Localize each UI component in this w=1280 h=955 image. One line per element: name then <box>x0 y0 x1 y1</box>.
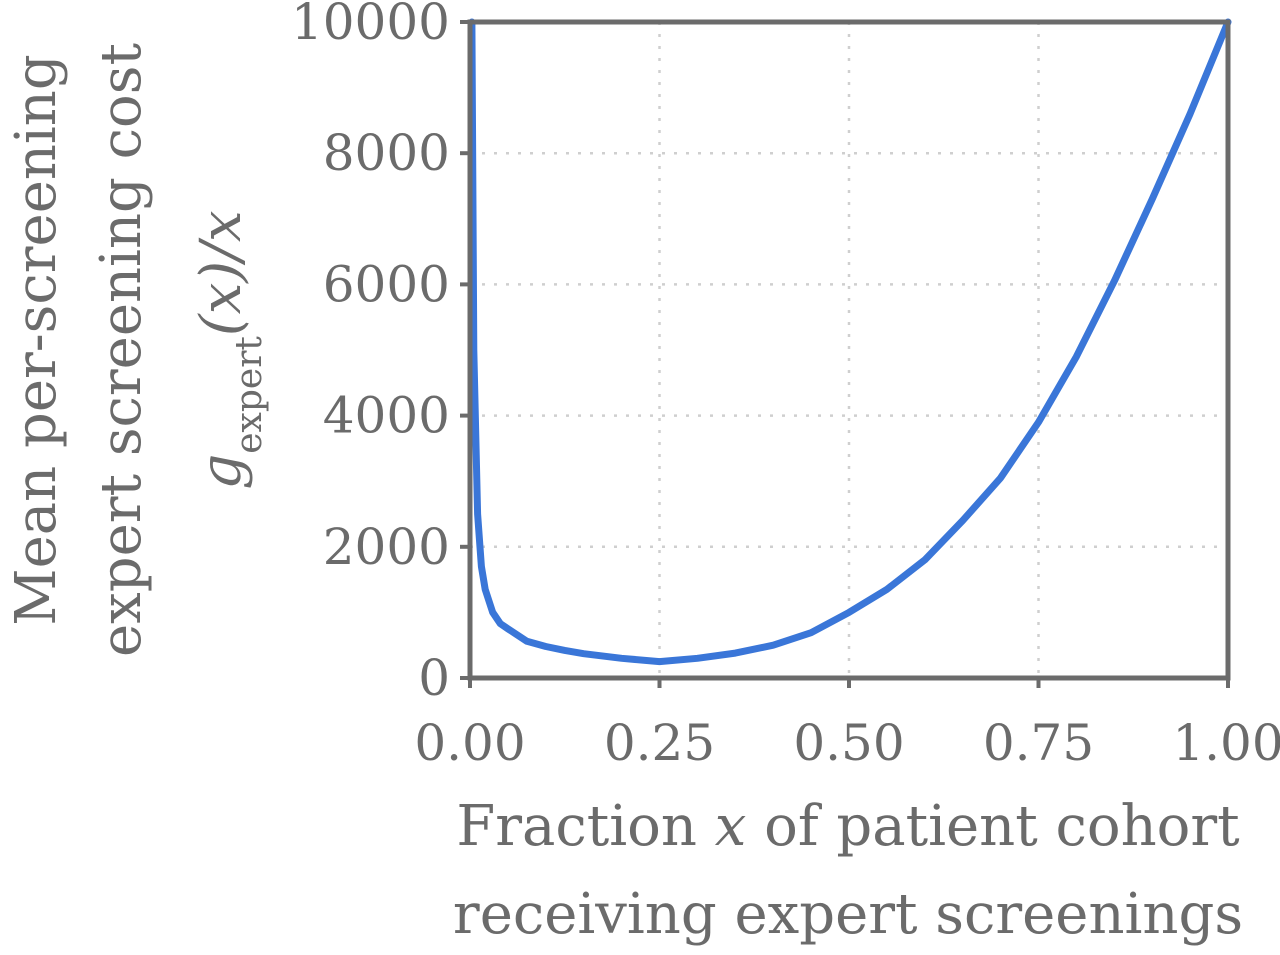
series-line <box>468 18 1232 666</box>
y-axis-title-line-3: gexpert(x)/x <box>189 210 270 489</box>
grid <box>468 20 1230 680</box>
y-axis-title-rest: (x)/x <box>189 210 254 336</box>
ticks: 0.00 0.25 0.50 0.75 1.00 0 2000 4000 6000 8000 100… <box>291 0 1280 772</box>
plot-frame <box>467 19 1231 681</box>
y-tick-label: 0 <box>418 649 450 707</box>
series-layer <box>468 18 1232 666</box>
y-axis-title-g: g <box>189 454 254 490</box>
y-tick-label: 6000 <box>323 255 450 313</box>
y-axis-title-sub: expert <box>229 336 270 454</box>
y-tick-label: 4000 <box>323 387 450 445</box>
x-tick-label: 0.50 <box>793 714 904 772</box>
x-tick-label: 0.25 <box>604 714 715 772</box>
y-axis-title-line-2: expert screening cost <box>89 43 154 657</box>
x-axis-title-post: of patient cohort <box>746 794 1240 859</box>
x-tick-label: 0.75 <box>983 714 1094 772</box>
y-tick-label: 8000 <box>323 124 450 182</box>
y-tick-label: 10000 <box>291 0 450 51</box>
y-tick-label: 2000 <box>323 518 450 576</box>
x-axis-title-line-2: receiving expert screenings <box>453 882 1243 947</box>
x-tick-label: 1.00 <box>1172 714 1280 772</box>
x-axis-title-var: x <box>715 794 747 859</box>
y-axis-title-line-1: Mean per-screening <box>4 54 69 625</box>
x-tick-label: 0.00 <box>414 714 525 772</box>
x-axis-title-pre: Fraction <box>456 794 714 859</box>
x-axis-title-line-1: Fraction x of patient cohort <box>456 794 1240 859</box>
